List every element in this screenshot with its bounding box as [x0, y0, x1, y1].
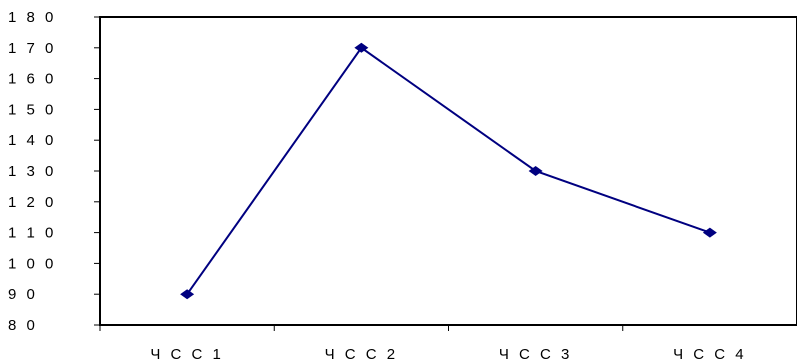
series-group — [180, 42, 717, 300]
y-tick-label: 1 4 0 — [8, 132, 56, 149]
y-tick-label: 1 7 0 — [8, 40, 56, 57]
y-tick-label: 1 6 0 — [8, 71, 56, 88]
data-point-marker — [702, 227, 717, 238]
series-line — [186, 46, 711, 295]
x-axis-ticks: Ч С С 1 Ч С С 2 Ч С С 3 Ч С С 4 — [99, 325, 747, 362]
y-tick-label: 1 2 0 — [8, 194, 56, 211]
y-tick-label: 8 0 — [8, 317, 38, 334]
y-tick-label: 1 1 0 — [8, 225, 56, 242]
x-tick-label: Ч С С 2 — [325, 346, 399, 362]
y-tick-label: 9 0 — [8, 286, 38, 303]
data-point-marker — [528, 166, 543, 176]
data-point-marker — [180, 289, 195, 300]
y-tick-label: 1 5 0 — [8, 101, 56, 118]
x-tick-label: Ч С С 3 — [499, 346, 573, 362]
y-axis-ticks: 8 0 9 0 1 0 0 1 1 0 1 2 0 1 3 0 1 4 0 1 5 0 1 6 … — [8, 9, 100, 334]
plot-area-frame — [99, 16, 797, 326]
x-tick-label: Ч С С 4 — [673, 346, 747, 362]
x-tick-label: Ч С С 1 — [150, 346, 224, 362]
y-tick-label: 1 8 0 — [8, 9, 56, 26]
y-tick-label: 1 0 0 — [8, 255, 56, 272]
data-point-marker — [354, 42, 369, 53]
y-tick-label: 1 3 0 — [8, 163, 56, 180]
